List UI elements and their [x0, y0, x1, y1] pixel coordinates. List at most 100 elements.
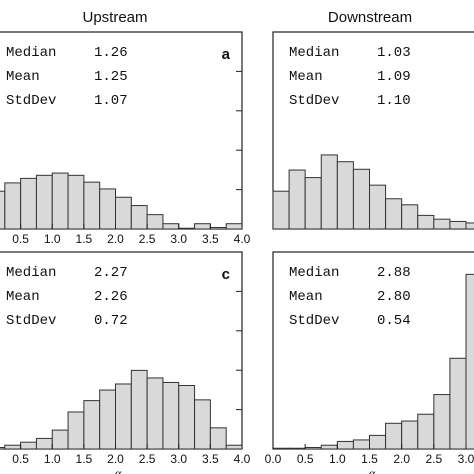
x-tick-label: 1.5 — [76, 452, 93, 466]
histogram-bar — [99, 188, 116, 230]
stat-value: 2.27 — [94, 265, 128, 281]
histogram-bar — [401, 204, 419, 230]
histogram-bar — [369, 434, 387, 450]
histogram-bar — [304, 177, 322, 230]
column-title-upstream: Upstream — [82, 9, 147, 26]
histogram-bar — [272, 190, 290, 230]
histogram-bar — [115, 196, 132, 230]
x-tick-label: 0.0 — [265, 452, 282, 466]
stat-value: 2.88 — [377, 265, 411, 281]
stat-label: Mean — [6, 289, 40, 305]
stat-value: 0.54 — [377, 313, 411, 329]
histogram-bar — [209, 427, 227, 450]
histogram-bar — [0, 190, 6, 230]
x-tick-label: 3.0 — [170, 452, 187, 466]
stat-value: 1.25 — [94, 69, 128, 85]
histogram-bar — [385, 198, 403, 230]
x-tick-label: 4.0 — [234, 452, 251, 466]
histogram-bar — [178, 227, 196, 230]
panel-d: 0.0 0.5 1.0 1.5 2.0 2.5 3.0 Median 2.88 Mean 2.80 S… — [265, 251, 474, 474]
histogram-bar — [115, 383, 132, 450]
histogram-bar — [304, 446, 322, 450]
histogram-bar — [146, 214, 164, 230]
stat-value: 1.03 — [377, 45, 411, 61]
histogram-bar — [130, 205, 148, 230]
histogram-bar — [51, 172, 69, 230]
stat-label: Median — [6, 265, 56, 281]
x-tick-label: 0.5 — [297, 452, 314, 466]
histogram-bar — [336, 161, 354, 230]
histogram-bar — [385, 422, 403, 450]
stat-label: StdDev — [6, 93, 56, 109]
x-tick-label: 3.5 — [202, 452, 219, 466]
histogram-bar — [352, 439, 370, 450]
histogram-bar — [83, 181, 101, 230]
x-tick-label: 3.5 — [202, 232, 219, 246]
histogram-bar — [162, 223, 180, 230]
stat-value: 1.10 — [377, 93, 411, 109]
stat-label: Median — [6, 45, 56, 61]
stat-label: Mean — [6, 69, 40, 85]
histogram-bar — [67, 174, 85, 230]
histogram-bar — [272, 447, 290, 450]
histogram-bar — [4, 182, 22, 230]
histogram-bar — [225, 444, 243, 450]
x-tick-label: 2.0 — [107, 232, 124, 246]
histogram-bar — [225, 223, 243, 230]
histogram-bar — [35, 174, 53, 230]
histogram-bar — [0, 446, 6, 450]
x-tick-label: 3.0 — [170, 232, 187, 246]
x-tick-label: 1.0 — [44, 452, 61, 466]
x-axis-label: α — [115, 466, 122, 474]
histogram-bar — [83, 400, 101, 450]
histogram-bar — [130, 369, 148, 450]
x-tick-label: 0.5 — [12, 232, 29, 246]
x-tick-label: 4.0 — [234, 232, 251, 246]
x-tick-label: 2.0 — [107, 452, 124, 466]
histogram-bar — [417, 413, 435, 450]
histogram-bar — [194, 399, 211, 450]
stat-value: 2.80 — [377, 289, 411, 305]
x-tick-label: 0.5 — [12, 452, 29, 466]
histogram-bar — [35, 437, 53, 450]
x-tick-label: 1.5 — [361, 452, 378, 466]
histogram-bar — [336, 440, 354, 450]
x-tick-label: 1.0 — [329, 452, 346, 466]
stat-label: Median — [289, 45, 339, 61]
histogram-bar — [320, 154, 338, 230]
histogram-bar — [209, 226, 227, 230]
stat-label: Mean — [289, 289, 323, 305]
histogram-bar — [352, 168, 370, 230]
histogram-bar — [288, 169, 306, 230]
panel-b: Median 1.03 Mean 1.09 StdDev 1.10 — [272, 31, 474, 230]
histogram-bar — [20, 177, 37, 230]
stat-value: 1.09 — [377, 69, 411, 85]
histogram-bar — [51, 429, 69, 450]
histogram-bar — [449, 220, 467, 230]
stat-value: 0.72 — [94, 313, 128, 329]
histogram-bar — [369, 184, 387, 230]
x-tick-label: 2.0 — [393, 452, 410, 466]
histogram-bar — [20, 441, 37, 450]
histogram-bar — [433, 394, 451, 450]
x-tick-label: 1.5 — [76, 232, 93, 246]
x-axis-label: α — [369, 466, 376, 474]
stat-label: StdDev — [289, 93, 339, 109]
panel-a: 0.5 1.0 1.5 2.0 2.5 3.0 3.5 4.0 Median 1.26 Mean 1.… — [0, 31, 251, 246]
histogram-bar — [449, 357, 467, 450]
histogram-bar — [67, 411, 85, 450]
histogram-bar — [178, 384, 196, 450]
stat-value: 2.26 — [94, 289, 128, 305]
x-tick-label: 2.5 — [139, 452, 156, 466]
histogram-bar — [4, 444, 22, 450]
stat-label: StdDev — [289, 313, 339, 329]
panel-c: 00.51.01.52.02.53.03.54.0Median2.27Mean2… — [0, 251, 251, 474]
column-title-downstream: Downstream — [328, 9, 412, 26]
histogram-bar — [433, 218, 451, 230]
stat-label: Mean — [289, 69, 323, 85]
histogram-bar — [288, 447, 306, 450]
histogram-bar — [320, 444, 338, 450]
histogram-bar — [401, 420, 419, 450]
panel-letter: a — [222, 46, 231, 63]
